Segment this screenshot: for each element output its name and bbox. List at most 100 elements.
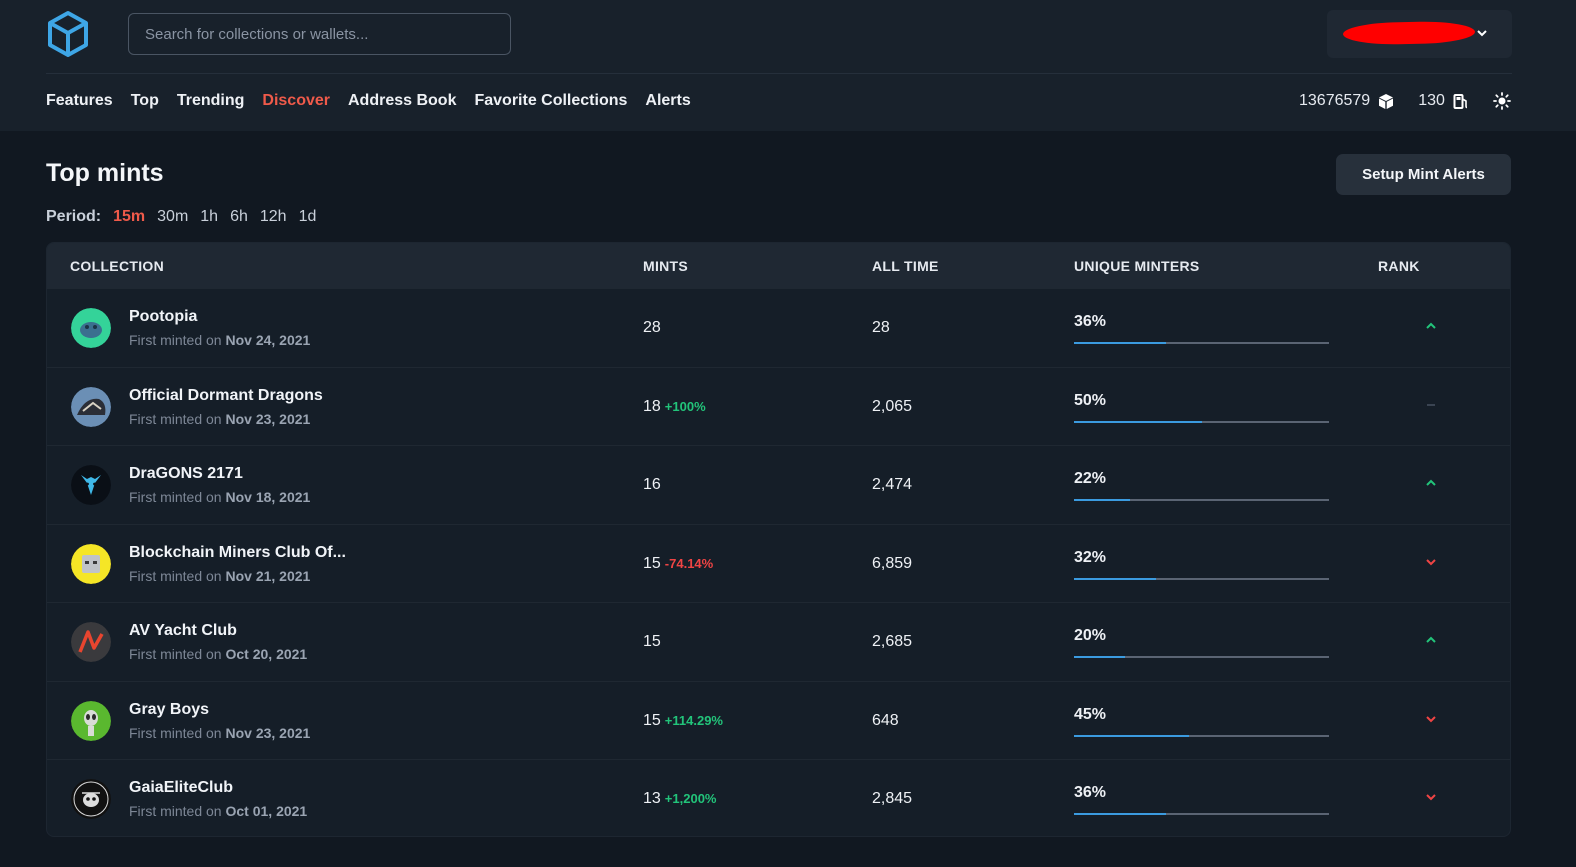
collection-avatar: [71, 308, 111, 348]
unique-minters-percent: 45%: [1074, 705, 1107, 723]
mints-count: 15: [643, 633, 661, 650]
unique-minters-bar: [1074, 813, 1329, 815]
mints-count: 28: [643, 319, 661, 336]
period-option-15m[interactable]: 15m: [113, 208, 146, 225]
all-time-count: 2,065: [872, 397, 913, 415]
header-collection[interactable]: COLLECTION: [70, 258, 164, 274]
rank-up-icon: [1426, 636, 1436, 643]
header-divider: [46, 73, 1512, 74]
collection-name[interactable]: Pootopia: [129, 308, 198, 325]
mints-count: 18 +100%: [643, 397, 706, 415]
collection-name[interactable]: DraGONS 2171: [129, 465, 243, 482]
all-time-count: 28: [872, 319, 890, 336]
collection-name[interactable]: GaiaEliteClub: [129, 779, 234, 796]
unique-minters-bar-fill: [1074, 656, 1125, 658]
header-rank[interactable]: RANK: [1378, 258, 1420, 274]
rank-up-icon: [1426, 322, 1436, 329]
top-header: Features Top Trending Discover Address B…: [0, 0, 1576, 131]
period-option-1h[interactable]: 1h: [200, 208, 219, 225]
unique-minters-percent: 36%: [1074, 784, 1107, 801]
unique-minters-percent: 32%: [1074, 548, 1107, 566]
account-dropdown[interactable]: [1327, 10, 1512, 58]
collection-name[interactable]: Official Dormant Dragons: [129, 386, 323, 404]
header-mints[interactable]: MINTS: [643, 258, 689, 274]
unique-minters-bar: [1074, 342, 1329, 344]
nav-favorite-collections[interactable]: Favorite Collections: [474, 92, 628, 109]
unique-minters-bar-fill: [1074, 499, 1131, 501]
unique-minters-bar-fill: [1074, 420, 1202, 423]
rank-down-icon: [1426, 794, 1436, 801]
nav-trending[interactable]: Trending: [176, 92, 245, 109]
rank-unchanged-icon: [1427, 403, 1435, 406]
block-number: 13676579: [1299, 92, 1394, 110]
all-time-count: 2,685: [872, 633, 913, 650]
table-row[interactable]: GaiaEliteClub First minted on Oct 01, 20…: [47, 759, 1510, 836]
collection-avatar: [71, 622, 111, 662]
unique-minters-percent: 20%: [1074, 627, 1107, 644]
table-row[interactable]: AV Yacht Club First minted on Oct 20, 20…: [47, 602, 1510, 681]
mints-delta: +114.29%: [664, 712, 723, 728]
page-title: Top mints: [46, 159, 164, 187]
network-status: 13676579 130: [1299, 92, 1535, 110]
rank-down-icon: [1426, 715, 1436, 722]
unique-minters-bar-fill: [1074, 813, 1166, 815]
mints-count: 15 -74.14%: [643, 554, 714, 572]
table-row[interactable]: Blockchain Miners Club Of... First minte…: [47, 523, 1510, 603]
unique-minters-percent: 22%: [1074, 470, 1107, 487]
unique-minters-bar-fill: [1074, 734, 1189, 737]
rank-down-icon: [1426, 558, 1436, 565]
collection-avatar: [71, 779, 111, 819]
collection-avatar: [71, 465, 111, 505]
nav-alerts[interactable]: Alerts: [645, 92, 691, 109]
sun-icon[interactable]: [1492, 92, 1511, 110]
table-row[interactable]: Pootopia First minted on Nov 24, 2021 28…: [47, 288, 1510, 367]
collection-name[interactable]: AV Yacht Club: [129, 622, 237, 639]
unique-minters-bar: [1074, 734, 1329, 737]
first-minted: First minted on Oct 20, 2021: [129, 646, 308, 662]
mints-count: 15 +114.29%: [643, 711, 723, 729]
table-row[interactable]: Official Dormant Dragons First minted on…: [47, 366, 1510, 446]
all-time-count: 2,474: [872, 476, 913, 493]
period-label: Period:: [46, 208, 102, 225]
chevron-down-icon: [1477, 30, 1487, 37]
gas-price: 130: [1418, 92, 1469, 110]
header-all-time[interactable]: ALL TIME: [872, 258, 939, 274]
period-option-1d[interactable]: 1d: [298, 208, 317, 225]
table-header: COLLECTION MINTS ALL TIME UNIQUE MINTERS…: [47, 243, 1510, 288]
period-option-6h[interactable]: 6h: [230, 208, 248, 225]
all-time-count: 2,845: [872, 790, 913, 807]
collection-name[interactable]: Blockchain Miners Club Of...: [129, 543, 346, 561]
collection-name[interactable]: Gray Boys: [129, 700, 210, 718]
period-selector: Period: 15m 30m 1h 6h 12h 1d: [46, 208, 328, 226]
gas-pump-icon: [1453, 93, 1467, 109]
block-cube-icon: [1379, 93, 1394, 109]
mints-delta: -74.14%: [664, 555, 714, 571]
all-time-count: 6,859: [872, 554, 913, 572]
mints-count: 16: [643, 476, 661, 493]
collection-avatar: [71, 700, 111, 741]
collection-avatar: [71, 543, 111, 584]
cube-logo-icon[interactable]: [46, 10, 90, 58]
all-time-count: 648: [872, 711, 899, 729]
nav-top[interactable]: Top: [130, 92, 159, 109]
table-row[interactable]: Gray Boys First minted on Nov 23, 2021 1…: [47, 680, 1510, 760]
collection-avatar: [71, 386, 111, 427]
unique-minters-bar: [1074, 577, 1329, 580]
nav-address-book[interactable]: Address Book: [348, 92, 457, 109]
setup-mint-alerts-button[interactable]: Setup Mint Alerts: [1336, 154, 1511, 195]
nav-discover[interactable]: Discover: [262, 92, 330, 109]
first-minted: First minted on Nov 24, 2021: [129, 332, 311, 348]
search-input[interactable]: [128, 13, 511, 55]
period-option-12h[interactable]: 12h: [259, 208, 287, 225]
theme-toggle[interactable]: [1492, 92, 1511, 110]
table-row[interactable]: DraGONS 2171 First minted on Nov 18, 202…: [47, 445, 1510, 524]
nav-features[interactable]: Features: [46, 92, 113, 109]
period-option-30m[interactable]: 30m: [157, 208, 189, 225]
first-minted: First minted on Nov 23, 2021: [129, 724, 311, 741]
gas-price-value: 130: [1418, 92, 1445, 109]
header-unique-minters[interactable]: UNIQUE MINTERS: [1074, 258, 1200, 274]
top-mints-table: COLLECTION MINTS ALL TIME UNIQUE MINTERS…: [46, 242, 1511, 837]
mints-delta: +1,200%: [664, 791, 717, 806]
first-minted: First minted on Nov 23, 2021: [129, 410, 311, 427]
rank-up-icon: [1426, 479, 1436, 486]
